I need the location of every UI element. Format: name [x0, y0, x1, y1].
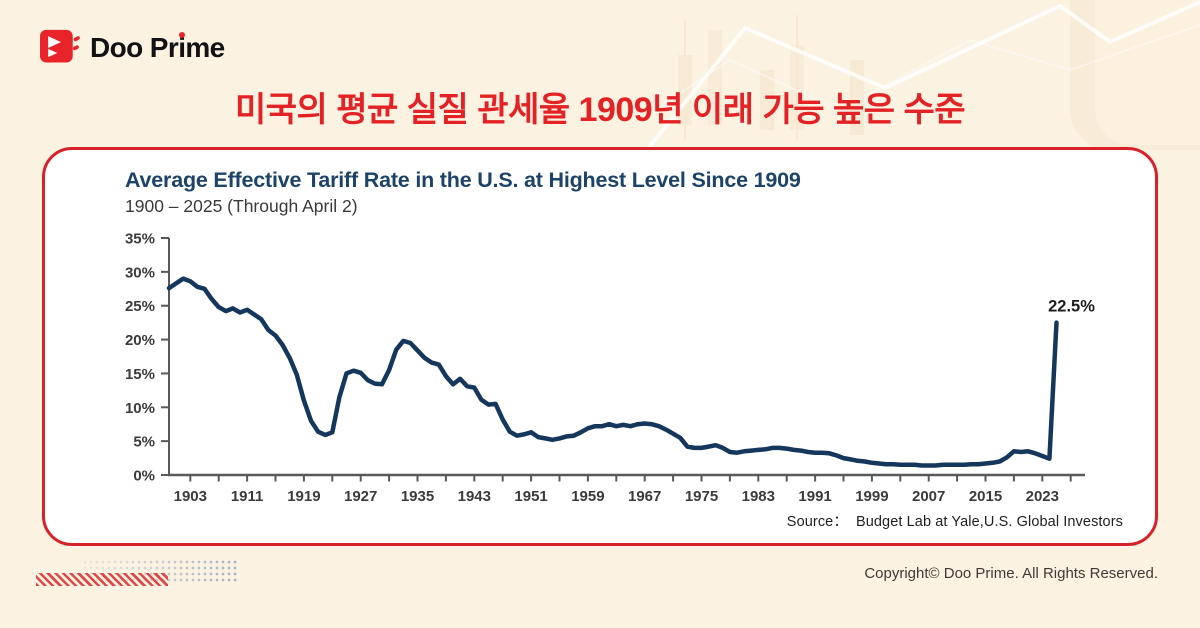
- source-label: Source：: [786, 514, 848, 530]
- svg-text:1935: 1935: [401, 488, 434, 505]
- svg-text:1991: 1991: [798, 488, 831, 505]
- svg-text:5%: 5%: [133, 434, 155, 451]
- chart-title: Average Effective Tariff Rate in the U.S…: [125, 168, 801, 192]
- wordmark-pre: Doo Pr: [90, 32, 179, 63]
- svg-text:2015: 2015: [969, 488, 1002, 505]
- svg-text:0%: 0%: [133, 468, 155, 485]
- wordmark-i: i: [178, 32, 186, 63]
- brand-wordmark: Doo Pr i me: [90, 32, 225, 64]
- doo-prime-logo-icon: [40, 29, 80, 63]
- wordmark-post: me: [185, 32, 225, 63]
- annotation-label: 22.5%: [1048, 298, 1095, 316]
- svg-text:15%: 15%: [125, 366, 155, 383]
- svg-text:1999: 1999: [855, 488, 888, 505]
- svg-text:35%: 35%: [125, 231, 155, 248]
- page-title: 미국의 평균 실질 관세율 1909년 이래 가능 높은 수준: [234, 91, 966, 129]
- copyright-text: Copyright© Doo Prime. All Rights Reserve…: [864, 565, 1158, 582]
- chart-card: Average Effective Tariff Rate in the U.S…: [42, 147, 1158, 546]
- brand-logo: Doo Pr i me: [40, 28, 225, 68]
- svg-text:20%: 20%: [125, 332, 155, 349]
- svg-text:1951: 1951: [514, 488, 547, 505]
- wordmark-i-red-dot: [178, 32, 185, 38]
- svg-text:2007: 2007: [912, 488, 945, 505]
- svg-text:1959: 1959: [571, 488, 604, 505]
- svg-text:1967: 1967: [628, 488, 661, 505]
- svg-text:2023: 2023: [1026, 488, 1059, 505]
- svg-text:1903: 1903: [174, 488, 207, 505]
- svg-text:10%: 10%: [125, 400, 155, 417]
- svg-text:1983: 1983: [742, 488, 775, 505]
- chart-subtitle: 1900 – 2025 (Through April 2): [125, 196, 358, 216]
- svg-text:30%: 30%: [125, 264, 155, 281]
- footer-hatched-bar-decoration: [36, 573, 168, 586]
- svg-text:1919: 1919: [287, 488, 320, 505]
- svg-text:1975: 1975: [685, 488, 718, 505]
- svg-text:1943: 1943: [458, 488, 491, 505]
- source-attribution: Source： Budget Lab at Yale,U.S. Global In…: [787, 510, 1123, 531]
- source-value: Budget Lab at Yale,U.S. Global Investors: [855, 514, 1123, 530]
- svg-text:1927: 1927: [344, 488, 377, 505]
- tariff-chart-svg: 0% 5% 10% 15% 20% 25% 30% 35% 1903 1911 1919 1927 19…: [125, 231, 1095, 505]
- svg-text:25%: 25%: [125, 298, 155, 315]
- svg-text:1911: 1911: [231, 488, 264, 505]
